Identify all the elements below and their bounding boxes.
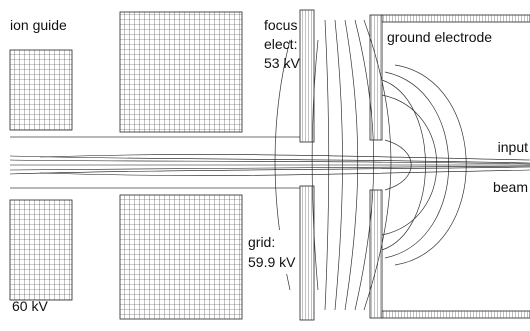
label: input	[498, 139, 528, 155]
label: ground electrode	[387, 29, 492, 45]
ground-electrode	[382, 15, 530, 22]
beam	[10, 154, 530, 175]
focus-electrode	[300, 186, 314, 320]
diagram: ion guide focus elect: 53 kV ground elec…	[0, 0, 530, 331]
label: 53 kV	[264, 55, 300, 71]
guide-electrode	[10, 50, 72, 130]
label: focus	[264, 17, 297, 33]
label: elect:	[264, 36, 297, 52]
label: 59.9 kV	[248, 254, 296, 270]
guide-electrode	[120, 12, 242, 132]
label: grid:	[248, 234, 275, 250]
label: beam	[493, 179, 528, 195]
focus-electrode	[300, 10, 314, 142]
guide-electrode	[10, 200, 72, 300]
ground-electrode	[382, 311, 530, 318]
guide-electrode	[120, 195, 242, 319]
tube-outline	[10, 137, 300, 188]
label: ion guide	[10, 17, 67, 33]
label: 60 kV	[12, 298, 48, 314]
